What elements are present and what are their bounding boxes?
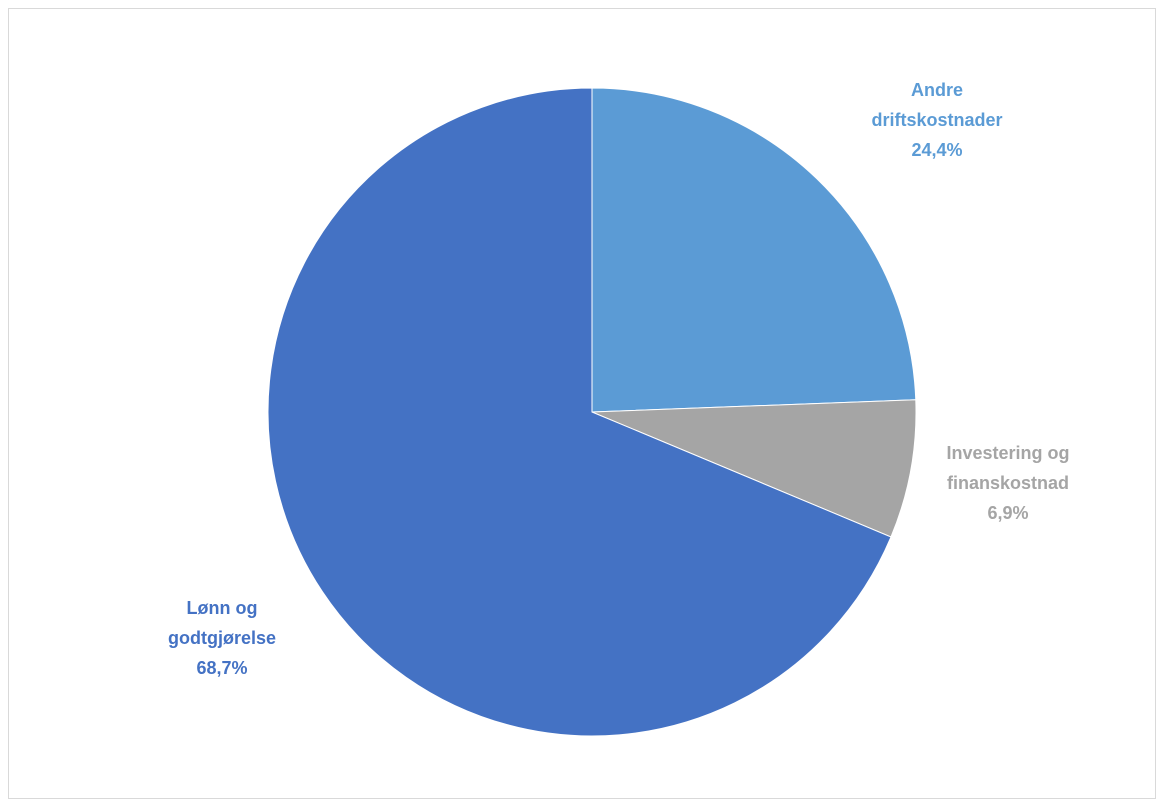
slice-category-name: Investering og xyxy=(946,443,1069,463)
slice-category-name: driftskostnader xyxy=(871,110,1002,130)
slice-category-name: godtgjørelse xyxy=(168,628,276,648)
pie-slices xyxy=(267,87,917,737)
slice-percentage: 68,7% xyxy=(196,658,247,678)
slice-data-label: Investering og finanskostnad 6,9% xyxy=(946,443,1069,523)
slice-category-name: Andre xyxy=(911,80,963,100)
slice-percentage: 24,4% xyxy=(911,140,962,160)
pie-slice xyxy=(591,399,917,538)
slice-percentage: 6,9% xyxy=(987,503,1028,523)
slice-category-name: finanskostnad xyxy=(947,473,1069,493)
slice-data-label: Andre driftskostnader 24,4% xyxy=(871,80,1002,160)
pie-slice xyxy=(267,87,892,737)
slice-category-name: Lønn og xyxy=(187,598,258,618)
data-labels: Andre driftskostnader 24,4% Investering og f… xyxy=(168,80,1070,678)
pie-slice xyxy=(591,87,917,413)
slice-data-label: Lønn og godtgjørelse 68,7% xyxy=(168,598,276,678)
